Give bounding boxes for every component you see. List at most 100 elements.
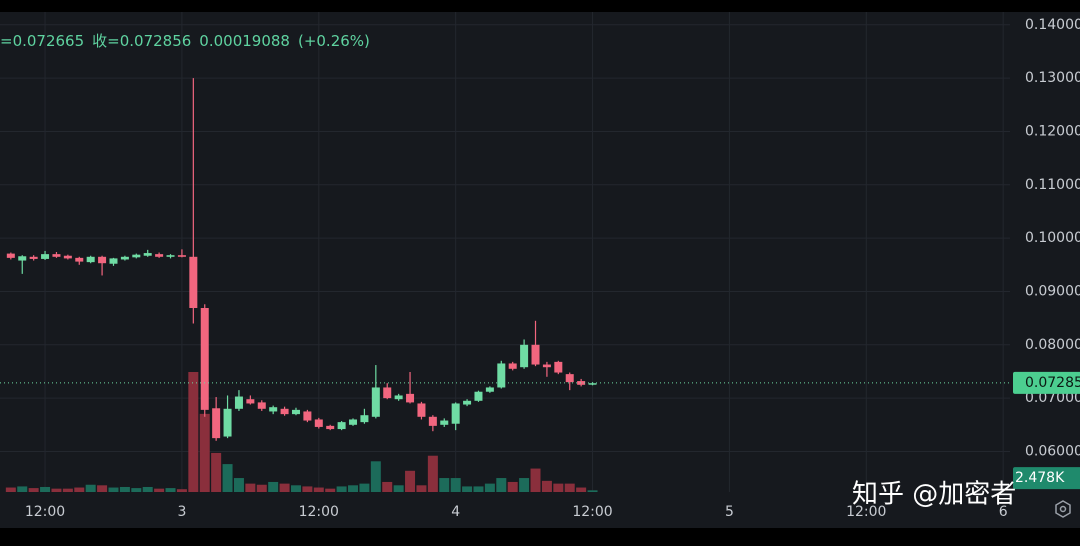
volume-bar	[40, 486, 51, 492]
candle-body	[269, 407, 278, 412]
volume-bar	[416, 485, 427, 492]
y-tick-label: 0.13000	[1025, 70, 1080, 86]
volume-marker-label: 2.478K	[1015, 470, 1065, 486]
plot-area	[0, 78, 1010, 492]
candle-body	[394, 395, 403, 400]
volume-bar	[530, 468, 541, 492]
volume-bar	[176, 489, 187, 492]
candle-body	[52, 254, 61, 257]
volume-bar	[245, 483, 256, 492]
x-tick-label: 4	[451, 504, 460, 520]
volume-bar	[222, 464, 233, 492]
ohlc-value: =0.072665	[0, 32, 84, 50]
volume-bar	[382, 481, 393, 492]
volume-bar	[28, 488, 39, 492]
ohlc-value: 收=0.072856	[92, 32, 191, 50]
candle-body	[314, 419, 323, 427]
settings-icon[interactable]	[1055, 500, 1071, 518]
candle-body	[588, 383, 597, 385]
candle-body	[474, 391, 483, 401]
volume-bar	[393, 485, 404, 492]
candle-body	[577, 381, 586, 385]
volume-bar	[62, 488, 73, 492]
candle-body	[531, 344, 540, 365]
volume-bar	[290, 485, 301, 492]
volume-marker-box	[1013, 467, 1080, 490]
candle-body	[75, 257, 84, 262]
volume-bar	[325, 488, 336, 492]
candle-body	[257, 402, 266, 409]
volume-bar	[5, 487, 16, 492]
volume-bar	[427, 455, 438, 492]
volume-bar	[370, 461, 381, 492]
volume-bar	[119, 486, 130, 492]
volume-bar	[405, 470, 416, 492]
volume-bar	[359, 483, 370, 492]
candle-body	[29, 256, 38, 259]
volume-bar	[165, 488, 176, 492]
y-tick-label: 0.10000	[1025, 230, 1080, 246]
volume-bar	[484, 483, 495, 492]
candle-body	[360, 415, 369, 423]
volume-bar	[450, 478, 461, 492]
ohlc-header: =0.072665 收=0.072856 0.00019088 (+0.26%)	[0, 32, 370, 50]
volume-bar	[564, 483, 575, 492]
candle-body	[177, 255, 186, 257]
volume-bar	[279, 483, 290, 492]
volume-bar	[541, 480, 552, 492]
candle-body	[497, 363, 506, 388]
volume-bar	[188, 372, 199, 492]
candle-body	[120, 256, 129, 260]
candle-body	[463, 400, 472, 405]
volume-bar	[553, 483, 564, 492]
candle-body	[280, 408, 289, 415]
candle-body	[200, 308, 209, 410]
candle-body	[189, 256, 198, 308]
candle-body	[520, 344, 529, 368]
x-tick-label: 5	[725, 504, 734, 520]
candle-body	[326, 425, 335, 430]
volume-bar	[348, 485, 359, 492]
volume-bar	[17, 486, 28, 492]
volume-bar	[507, 481, 518, 492]
candle-body	[303, 411, 312, 421]
chart-background	[0, 12, 1080, 528]
axes: 0.06000 0.07000 0.08000 0.09000 0.10000 0.110…	[25, 17, 1080, 520]
x-tick-label: 6	[999, 504, 1008, 520]
x-tick-label: 3	[177, 504, 186, 520]
volume-bar	[85, 484, 96, 492]
volume-bar	[142, 486, 153, 492]
candle-body	[406, 393, 415, 403]
candle-body	[440, 420, 449, 425]
candle-body	[98, 256, 107, 264]
x-tick-label: 12:00	[846, 504, 886, 520]
candle-body	[63, 255, 72, 259]
volume-bar	[233, 478, 244, 492]
y-tick-label: 0.09000	[1025, 283, 1080, 299]
candle-body	[542, 364, 551, 368]
x-tick-label: 12:00	[25, 504, 65, 520]
volume-bar	[336, 486, 347, 492]
y-tick-label: 0.14000	[1025, 17, 1080, 33]
candle-body	[212, 408, 221, 439]
volume-bar	[462, 486, 473, 492]
y-tick-label: 0.11000	[1025, 177, 1080, 193]
ohlc-value: 0.00019088	[199, 32, 290, 50]
volume-bar	[519, 478, 530, 492]
volume-bar	[51, 488, 62, 492]
candle-body	[18, 256, 27, 261]
candle-body	[6, 253, 15, 258]
volume-bar	[131, 488, 142, 492]
candle-body	[554, 361, 563, 373]
x-tick-label: 12:00	[572, 504, 612, 520]
candle-body	[337, 422, 346, 430]
y-tick-label: 0.08000	[1025, 337, 1080, 353]
candle-body	[417, 403, 426, 417]
volume-bar	[108, 487, 119, 492]
volume-bar	[154, 488, 165, 492]
candle-body	[132, 254, 141, 258]
y-tick-label: 0.12000	[1025, 123, 1080, 139]
volume-bar	[302, 486, 313, 492]
